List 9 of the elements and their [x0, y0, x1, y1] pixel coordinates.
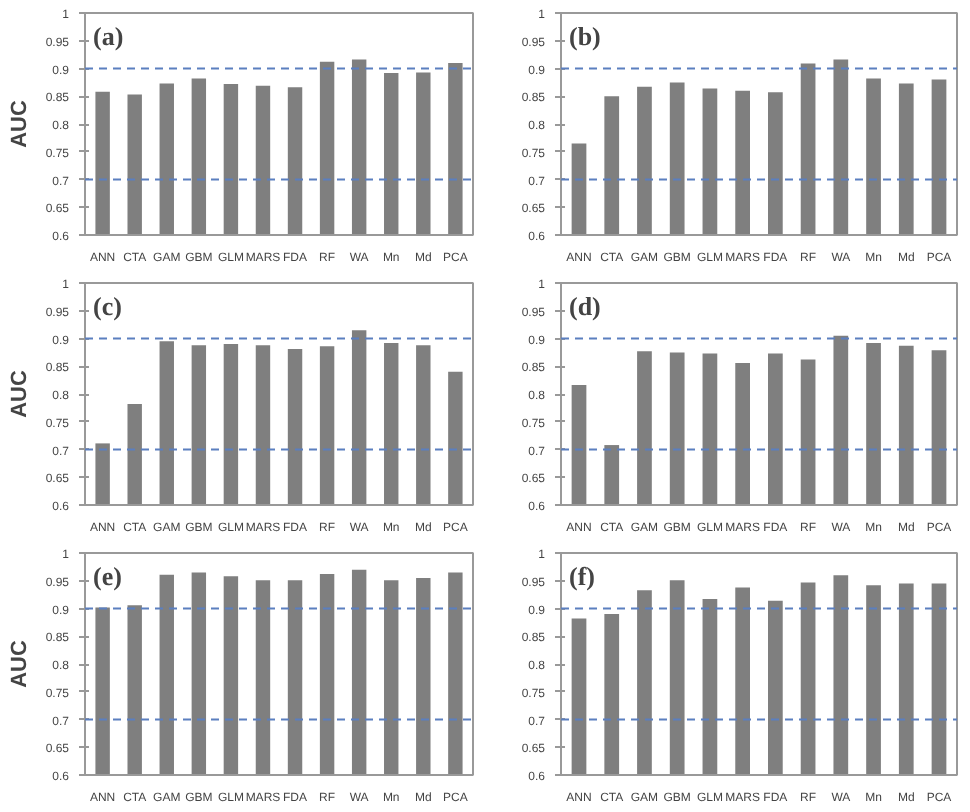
chart-title: (c): [93, 291, 122, 321]
chart-title: (e): [93, 561, 122, 591]
chart-title: (f): [569, 561, 595, 591]
y-axis-title: AUC: [7, 370, 32, 418]
y-axis-title: AUC: [7, 100, 32, 148]
chart-title: (a): [93, 21, 124, 51]
y-axis-title: AUC: [7, 640, 32, 688]
chart-title: (b): [569, 21, 601, 51]
chart-title: (d): [569, 291, 601, 321]
